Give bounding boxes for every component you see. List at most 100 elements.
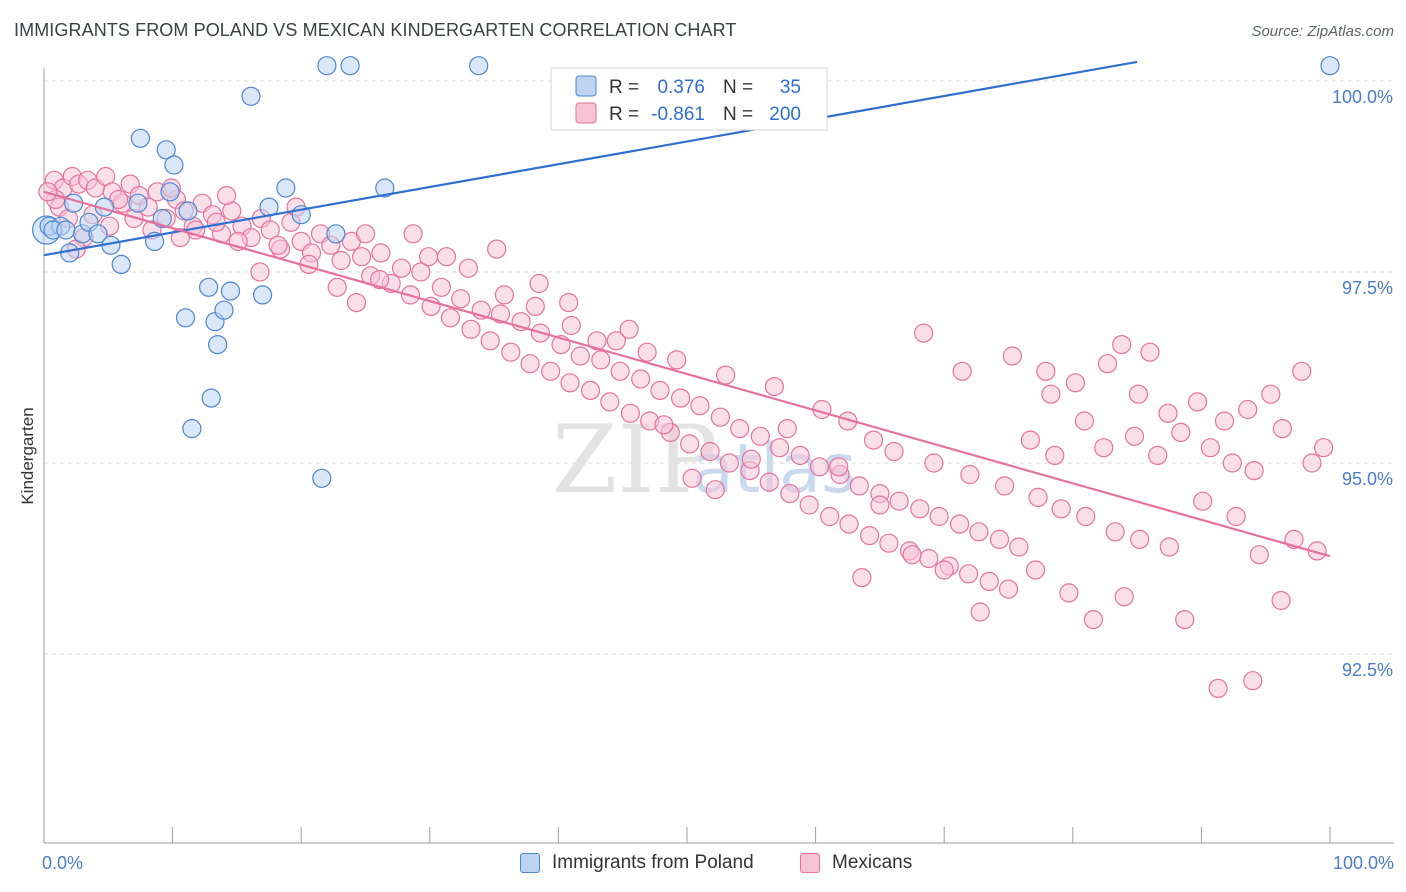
mexicans-point-90 bbox=[919, 548, 939, 569]
mexicans-point-156 bbox=[1261, 384, 1281, 404]
mexicans-point-171 bbox=[1271, 590, 1291, 611]
x-tick-label-min: 0.0% bbox=[42, 853, 83, 873]
mexicans-point-191 bbox=[346, 293, 367, 313]
mexicans-point-125 bbox=[1051, 499, 1071, 519]
legend-top: R = 0.376 N = 35 R = -0.861 N = 200 bbox=[550, 67, 828, 131]
mexicans-point-123 bbox=[994, 476, 1015, 496]
grid-lines bbox=[44, 80, 1394, 655]
poland-points bbox=[31, 56, 1340, 488]
mexicans-point-152 bbox=[1158, 403, 1178, 423]
mexicans-point-177 bbox=[829, 457, 849, 477]
mexicans-point-106 bbox=[355, 224, 376, 244]
mexicans-point-199 bbox=[170, 228, 190, 248]
poland-point-12 bbox=[111, 254, 131, 274]
mexicans-point-109 bbox=[494, 285, 514, 305]
mexicans-point-119 bbox=[863, 430, 884, 450]
poland-point-25 bbox=[130, 128, 150, 148]
poland-point-26 bbox=[156, 140, 176, 160]
mexicans-point-176 bbox=[870, 495, 890, 515]
mexicans-point-99 bbox=[1009, 537, 1029, 557]
mexicans-point-74 bbox=[759, 472, 779, 492]
y-tick-label-1: 97.5% bbox=[1342, 278, 1393, 298]
mexicans-point-71 bbox=[730, 419, 750, 439]
mexicans-point-147 bbox=[1313, 438, 1334, 458]
poland-point-27 bbox=[164, 155, 184, 175]
mexicans-point-46 bbox=[480, 331, 500, 351]
mexicans-point-160 bbox=[1002, 346, 1023, 366]
mexicans-point-148 bbox=[1036, 361, 1056, 381]
mexicans-point-158 bbox=[913, 323, 934, 343]
chart-title: IMMIGRANTS FROM POLAND VS MEXICAN KINDER… bbox=[14, 20, 737, 40]
y-axis-label: Kindergarten bbox=[18, 407, 37, 504]
legend-swatch-mexicans bbox=[575, 102, 597, 124]
trendline-poland bbox=[43, 60, 1138, 257]
mexicans-point-192 bbox=[327, 277, 347, 297]
legend-item-poland[interactable]: Immigrants from Poland bbox=[520, 852, 754, 874]
mexicans-point-124 bbox=[1028, 487, 1048, 507]
legend-r-value-poland: 0.376 bbox=[657, 77, 705, 98]
mexicans-point-182 bbox=[654, 415, 674, 435]
mexicans-point-178 bbox=[777, 419, 797, 439]
legend-box bbox=[550, 67, 828, 131]
mexicans-point-180 bbox=[705, 480, 725, 500]
mexicans-point-122 bbox=[960, 464, 980, 485]
mexicans-point-135 bbox=[1020, 430, 1041, 450]
mexicans-point-164 bbox=[1025, 560, 1046, 580]
mexicans-point-183 bbox=[619, 319, 639, 339]
y-tick-label-2: 95.0% bbox=[1342, 469, 1393, 489]
mexicans-point-86 bbox=[879, 533, 899, 553]
mexicans-point-42 bbox=[440, 308, 460, 328]
mexicans-point-70 bbox=[719, 453, 740, 473]
mexicans-point-47 bbox=[490, 304, 511, 324]
poland-point-23 bbox=[201, 388, 221, 408]
mexicans-point-95 bbox=[969, 522, 989, 542]
trendlines bbox=[43, 60, 1331, 558]
poland-point-4 bbox=[56, 220, 76, 240]
mexicans-point-130 bbox=[1193, 491, 1213, 511]
mexicans-point-43 bbox=[451, 289, 471, 309]
poland-point-36 bbox=[214, 300, 234, 320]
trendline-mexicans bbox=[43, 190, 1331, 558]
mexicans-point-181 bbox=[682, 468, 702, 488]
mexicans-point-57 bbox=[591, 350, 611, 370]
poland-point-33 bbox=[375, 178, 395, 198]
mexicans-point-168 bbox=[1175, 609, 1195, 630]
legend-swatch-poland-bottom bbox=[520, 853, 540, 873]
mexicans-point-165 bbox=[1059, 583, 1079, 603]
mexicans-point-24 bbox=[260, 220, 280, 240]
mexicans-point-50 bbox=[520, 354, 540, 374]
mexicans-point-184 bbox=[587, 331, 607, 351]
legend-n-value-poland: 35 bbox=[780, 77, 801, 98]
legend-swatch-mexicans-bottom bbox=[800, 853, 820, 873]
mexicans-point-149 bbox=[1065, 373, 1086, 393]
mexicans-point-128 bbox=[1130, 529, 1150, 550]
poland-point-20 bbox=[208, 335, 228, 355]
mexicans-point-126 bbox=[1076, 506, 1096, 527]
mexicans-point-41 bbox=[431, 277, 451, 297]
mexicans-point-137 bbox=[1074, 411, 1095, 431]
mexicans-point-76 bbox=[780, 484, 800, 504]
mexicans-point-79 bbox=[809, 457, 830, 477]
mexicans-point-187 bbox=[487, 239, 507, 259]
y-tick-label-0: 100.0% bbox=[1332, 87, 1393, 107]
legend-swatch-poland bbox=[575, 75, 597, 97]
mexicans-point-162 bbox=[1112, 335, 1132, 355]
mexicans-point-142 bbox=[1200, 438, 1221, 458]
mexicans-point-87 bbox=[889, 491, 909, 511]
mexicans-point-189 bbox=[403, 224, 423, 244]
mexicans-point-31 bbox=[331, 250, 351, 271]
mexicans-point-59 bbox=[610, 361, 630, 381]
mexicans-point-65 bbox=[670, 388, 691, 408]
mexicans-point-89 bbox=[910, 499, 930, 519]
mexicans-point-141 bbox=[1171, 422, 1191, 442]
legend-label-mexicans: Mexicans bbox=[832, 852, 913, 873]
mexicans-point-110 bbox=[525, 296, 545, 316]
mexicans-point-167 bbox=[1114, 587, 1134, 607]
mexicans-point-56 bbox=[580, 380, 601, 400]
mexicans-point-131 bbox=[1226, 506, 1246, 527]
poland-point-24 bbox=[182, 419, 202, 439]
legend-item-mexicans[interactable]: Mexicans bbox=[800, 852, 912, 874]
mexicans-point-154 bbox=[1214, 411, 1235, 431]
mexicans-point-58 bbox=[600, 392, 620, 412]
